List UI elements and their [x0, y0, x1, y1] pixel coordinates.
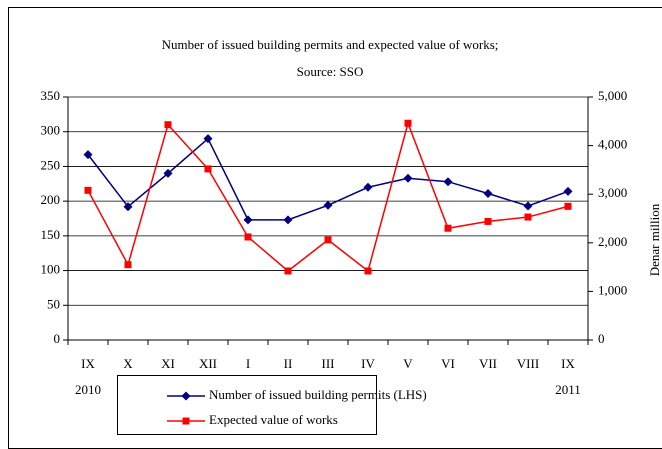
x-tick-label: VIII: [517, 356, 539, 371]
marker: [523, 201, 533, 211]
marker: [163, 168, 173, 178]
marker: [284, 267, 292, 275]
marker: [404, 119, 412, 127]
chart-subtitle: Source: SSO: [297, 64, 364, 79]
marker: [444, 224, 452, 232]
marker: [443, 177, 453, 187]
marker: [204, 165, 212, 173]
chart-title: Number of issued building permits and ex…: [162, 37, 499, 52]
y-tick-label: 100: [41, 262, 61, 277]
marker: [563, 186, 573, 196]
marker: [83, 150, 93, 160]
legend-label: Expected value of works: [209, 412, 338, 427]
x-tick-label: VI: [441, 356, 455, 371]
marker: [524, 213, 532, 221]
y2-tick-label: 2,000: [598, 234, 627, 249]
x-tick-label: II: [284, 356, 293, 371]
marker: [123, 202, 133, 212]
legend-marker: [181, 391, 191, 401]
year-label: 2010: [75, 382, 101, 397]
marker: [564, 202, 572, 210]
legend-box: [117, 375, 377, 435]
legend-label: Number of issued building permits (LHS): [209, 387, 427, 402]
marker: [164, 121, 172, 129]
marker: [403, 173, 413, 183]
marker: [244, 233, 252, 241]
marker: [323, 200, 333, 210]
y-tick-label: 300: [41, 123, 61, 138]
marker: [483, 189, 493, 199]
y-tick-label: 150: [41, 227, 61, 242]
y2-axis-label: Denar million: [647, 203, 662, 276]
marker: [84, 186, 92, 194]
y-tick-label: 200: [41, 192, 61, 207]
x-tick-label: IV: [361, 356, 375, 371]
y-tick-label: 350: [41, 88, 61, 103]
x-tick-label: IX: [81, 356, 95, 371]
y2-tick-label: 1,000: [598, 282, 627, 297]
legend-marker: [182, 417, 190, 425]
marker: [203, 134, 213, 144]
x-tick-label: IX: [561, 356, 575, 371]
x-tick-label: V: [403, 356, 413, 371]
marker: [363, 182, 373, 192]
y2-tick-label: 4,000: [598, 137, 627, 152]
marker: [364, 267, 372, 275]
marker: [324, 236, 332, 244]
marker: [243, 215, 253, 225]
x-tick-label: III: [322, 356, 335, 371]
y-tick-label: 0: [54, 331, 61, 346]
marker: [124, 261, 132, 269]
y2-tick-label: 3,000: [598, 185, 627, 200]
x-tick-label: XII: [199, 356, 217, 371]
year-label: 2011: [555, 382, 581, 397]
x-tick-label: XI: [161, 356, 175, 371]
marker: [283, 215, 293, 225]
y2-tick-label: 0: [598, 331, 605, 346]
marker: [484, 217, 492, 225]
x-tick-label: I: [246, 356, 250, 371]
x-tick-label: X: [123, 356, 133, 371]
y-tick-label: 250: [41, 157, 61, 172]
y2-tick-label: 5,000: [598, 88, 627, 103]
x-tick-label: VII: [479, 356, 497, 371]
y-tick-label: 50: [47, 296, 60, 311]
